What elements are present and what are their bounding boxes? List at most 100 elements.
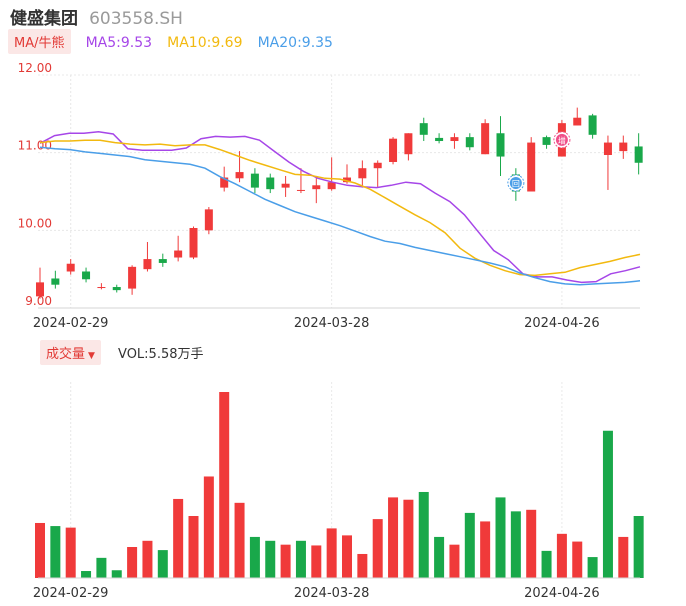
volume-bar-up bbox=[403, 499, 414, 578]
volume-bar-up bbox=[357, 553, 368, 578]
candle-up bbox=[66, 263, 75, 272]
candle-down bbox=[158, 259, 167, 263]
volume-bar-down bbox=[418, 491, 429, 578]
volume-bar-up bbox=[480, 521, 491, 578]
volume-legend: 成交量 ▼ VOL:5.58万手 bbox=[40, 340, 204, 365]
candle-down bbox=[634, 146, 643, 163]
candle-up bbox=[128, 266, 137, 289]
candle-down bbox=[250, 173, 259, 188]
candle-up bbox=[174, 250, 183, 258]
candle-up bbox=[327, 182, 336, 190]
candle-down bbox=[112, 287, 121, 291]
volume-bar-up bbox=[326, 528, 337, 578]
volume-bar-up bbox=[572, 541, 583, 578]
candle-up bbox=[312, 185, 321, 190]
volume-bar-up bbox=[142, 540, 153, 578]
volume-x-tick-label: 2024-02-29 bbox=[33, 586, 109, 601]
candle-up bbox=[189, 228, 198, 258]
y-tick-label: 12.00 bbox=[18, 61, 52, 75]
candle-down bbox=[266, 177, 275, 190]
candle-down bbox=[496, 133, 505, 157]
ma-legend: MA/牛熊 MA5:9.53 MA10:9.69 MA20:9.35 bbox=[8, 29, 333, 55]
volume-bar-down bbox=[510, 511, 521, 578]
candle-up bbox=[220, 177, 229, 188]
candle-up bbox=[281, 183, 290, 188]
volume-bar-up bbox=[526, 509, 537, 578]
volume-bar-up bbox=[219, 392, 230, 578]
candle-up bbox=[235, 172, 244, 179]
caret-down-icon: ▼ bbox=[88, 351, 95, 361]
stock-name: 健盛集团 bbox=[10, 9, 78, 29]
candle-down bbox=[435, 137, 444, 142]
volume-bar-up bbox=[311, 545, 322, 578]
volume-bar-up bbox=[618, 536, 629, 578]
volume-bar-down bbox=[633, 516, 644, 578]
volume-x-tick-label: 2024-03-28 bbox=[294, 586, 370, 601]
volume-bar-up bbox=[556, 533, 567, 578]
volume-bar-down bbox=[157, 550, 168, 578]
y-tick-label: 10.00 bbox=[18, 216, 52, 230]
candle-up bbox=[36, 282, 44, 297]
candle-up bbox=[296, 189, 305, 191]
volume-bar-down bbox=[434, 536, 445, 578]
ma20-legend: MA20:9.35 bbox=[257, 34, 333, 51]
volume-bar-down bbox=[96, 557, 107, 578]
volume-bar-down bbox=[295, 540, 306, 578]
stock-header: 健盛集团 603558.SH bbox=[10, 4, 183, 29]
volume-bar-down bbox=[587, 557, 598, 578]
candle-up bbox=[573, 117, 582, 126]
volume-bar-down bbox=[495, 497, 506, 578]
buyback-icon-glyph: 回 bbox=[512, 179, 520, 188]
volume-bar-down bbox=[602, 430, 613, 578]
ma5-legend: MA5:9.53 bbox=[85, 34, 153, 51]
volume-bar-up bbox=[342, 535, 352, 578]
volume-value: VOL:5.58万手 bbox=[118, 347, 204, 362]
ma10-legend: MA10:9.69 bbox=[167, 34, 243, 51]
y-tick-label: 11.00 bbox=[18, 139, 52, 153]
volume-bar-down bbox=[265, 540, 276, 578]
volume-bar-up bbox=[203, 476, 214, 578]
ma20-line bbox=[39, 146, 641, 286]
candle-down bbox=[419, 123, 428, 135]
candle-up bbox=[143, 259, 152, 270]
candle-down bbox=[82, 271, 91, 280]
candle-up bbox=[450, 137, 459, 142]
volume-bar-up bbox=[35, 522, 45, 578]
candle-up bbox=[619, 142, 628, 152]
volume-indicator-button[interactable]: 成交量 ▼ bbox=[40, 340, 101, 365]
candle-down bbox=[588, 115, 597, 135]
candle-up bbox=[204, 209, 213, 231]
ma-indicator-button[interactable]: MA/牛熊 bbox=[8, 29, 71, 54]
candle-down bbox=[465, 137, 474, 148]
volume-x-tick-label: 2024-04-26 bbox=[524, 586, 600, 601]
volume-bar-up bbox=[449, 544, 460, 578]
candle-up bbox=[389, 138, 398, 162]
candle-up bbox=[404, 133, 413, 155]
volume-bar-down bbox=[50, 526, 61, 578]
y-tick-label: 9.00 bbox=[25, 294, 52, 308]
candle-down bbox=[51, 278, 60, 285]
x-tick-label: 2024-02-29 bbox=[33, 316, 109, 331]
candle-up bbox=[603, 142, 612, 155]
candle-up bbox=[97, 287, 106, 289]
volume-bar-up bbox=[388, 497, 399, 578]
stock-code: 603558.SH bbox=[89, 9, 183, 29]
increase-holding-icon-glyph: 增 bbox=[558, 135, 566, 145]
volume-bar-down bbox=[249, 536, 260, 578]
ma10-line bbox=[39, 139, 641, 277]
volume-bar-down bbox=[111, 570, 122, 578]
volume-bar-down bbox=[81, 571, 92, 578]
x-tick-label: 2024-04-26 bbox=[524, 316, 600, 331]
volume-bar-up bbox=[127, 547, 138, 578]
candle-up bbox=[373, 162, 382, 169]
candle-up bbox=[358, 168, 367, 179]
candle-up bbox=[527, 142, 536, 192]
candle-up bbox=[343, 177, 351, 183]
volume-bar-up bbox=[372, 519, 383, 578]
volume-bar-up bbox=[234, 502, 245, 578]
volume-indicator-label: 成交量 bbox=[46, 347, 86, 362]
x-tick-label: 2024-03-28 bbox=[294, 316, 370, 331]
volume-bar-up bbox=[280, 544, 291, 578]
ma5-line bbox=[39, 130, 641, 284]
